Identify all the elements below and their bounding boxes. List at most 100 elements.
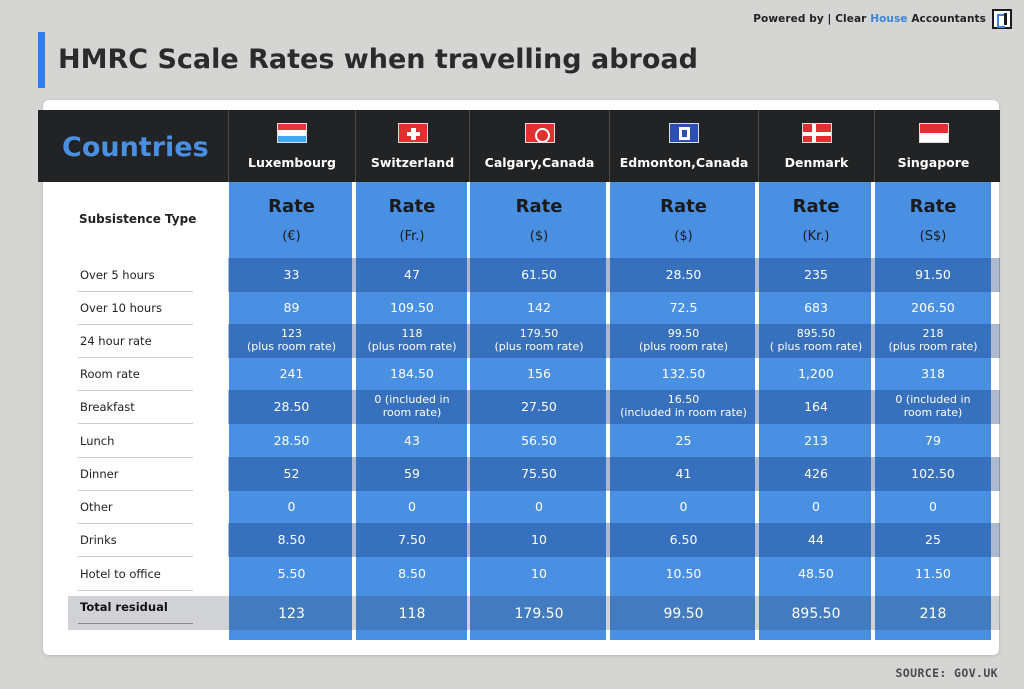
rate-currency-unit: ($) — [674, 229, 693, 244]
table-cell: 79 — [925, 432, 941, 448]
table-cell: 89 — [283, 299, 300, 315]
table-cell: 99.50 (plus room rate) — [638, 327, 729, 353]
column-background — [229, 182, 352, 640]
table-cell: 47 — [404, 266, 420, 282]
row-stripe — [228, 390, 1000, 424]
table-cell: 10 — [531, 565, 547, 581]
total-cell: 895.50 — [791, 605, 841, 622]
total-residual-label: Total residual — [78, 590, 193, 624]
row-label: Over 10 hours — [78, 291, 193, 325]
row-label: Dinner — [78, 457, 193, 491]
total-cell: 218 — [919, 605, 947, 622]
rate-currency-unit: ($) — [529, 229, 549, 244]
column-header-luxembourg: Luxembourg — [228, 110, 355, 182]
table-cell: 41 — [675, 465, 692, 481]
row-stripe — [228, 523, 1000, 557]
table-cell: 426 — [804, 465, 828, 481]
table-cell: 142 — [527, 299, 551, 315]
column-background — [759, 182, 871, 640]
table-cell: 7.50 — [398, 531, 426, 547]
source-credit: SOURCE: GOV.UK — [895, 666, 998, 680]
table-cell: 75.50 — [521, 465, 557, 481]
table-cell: 0 — [929, 498, 937, 514]
table-cell: 25 — [675, 432, 692, 448]
edmonton-flag-icon — [669, 123, 699, 143]
table-cell: 895.50 ( plus room rate) — [769, 327, 863, 353]
powered-suffix: Accountants — [911, 13, 986, 25]
row-stripe — [228, 457, 1000, 491]
total-row-band — [68, 596, 1000, 630]
table-cell: 241 — [279, 365, 304, 381]
table-cell: 11.50 — [915, 565, 951, 581]
clear-house-logo-icon — [992, 9, 1012, 29]
rate-heading: Rate — [909, 196, 957, 217]
row-label: 24 hour rate — [78, 324, 193, 358]
title-accent-bar — [38, 32, 45, 88]
table-header — [38, 110, 1000, 182]
denmark-flag-icon — [801, 123, 832, 143]
table-cell: 10.50 — [665, 565, 702, 581]
powered-house: House — [870, 13, 908, 25]
luxembourg-flag-icon — [277, 123, 307, 143]
table-cell: 59 — [404, 465, 420, 481]
table-cell: 6.50 — [669, 531, 698, 547]
column-header-calgary-canada: Calgary,Canada — [469, 110, 609, 182]
table-cell: 318 — [921, 365, 945, 381]
table-cell: 0 — [535, 498, 543, 514]
table-cell: 179.50 (plus room rate) — [494, 327, 584, 353]
rate-heading: Rate — [388, 196, 436, 217]
table-cell: 118 (plus room rate) — [367, 327, 457, 353]
table-cell: 56.50 — [521, 432, 557, 448]
calgary-flag-icon — [524, 123, 555, 143]
subsistence-type-label: Subsistence Type — [79, 212, 197, 226]
rate-currency-unit: (€) — [282, 229, 301, 244]
table-cell: 0 — [812, 498, 820, 514]
rate-heading: Rate — [268, 196, 315, 217]
row-label: Breakfast — [78, 390, 193, 424]
powered-prefix: Powered by | Clear — [753, 13, 867, 25]
column-country-name: Calgary,Canada — [484, 155, 595, 170]
singapore-flag-icon — [918, 123, 949, 143]
column-country-name: Switzerland — [370, 155, 455, 170]
row-label: Over 5 hours — [78, 258, 193, 292]
table-cell: 28.50 — [665, 266, 702, 282]
total-cell: 123 — [278, 605, 305, 622]
row-stripe — [228, 324, 1000, 358]
column-header-denmark: Denmark — [758, 110, 874, 182]
column-header-singapore: Singapore — [874, 110, 992, 182]
table-cell: 184.50 — [390, 365, 434, 381]
table-cell: 0 — [408, 498, 416, 514]
table-cell: 91.50 — [915, 266, 951, 282]
row-label: Other — [78, 490, 193, 524]
page-title: HMRC Scale Rates when travelling abroad — [58, 44, 698, 75]
table-cell: 132.50 — [661, 365, 706, 381]
column-background — [875, 182, 991, 640]
countries-label: Countries — [62, 132, 209, 163]
table-cell: 213 — [804, 432, 828, 448]
row-label: Drinks — [78, 523, 193, 557]
table-cell: 0 (included in room rate) — [374, 393, 450, 419]
table-cell: 156 — [527, 365, 551, 381]
row-label: Lunch — [78, 424, 193, 458]
table-cell: 48.50 — [798, 565, 834, 581]
table-cell: 61.50 — [521, 266, 557, 282]
table-cell: 27.50 — [521, 398, 557, 414]
switzerland-flag-icon — [397, 123, 428, 143]
table-cell: 218 (plus room rate) — [888, 327, 978, 353]
column-country-name: Luxembourg — [248, 155, 336, 170]
table-cell: 28.50 — [273, 398, 310, 414]
rate-currency-unit: (Kr.) — [802, 229, 830, 244]
column-background — [610, 182, 755, 640]
table-cell: 683 — [804, 299, 828, 315]
table-cell: 123 (plus room rate) — [246, 327, 337, 353]
table-cell: 8.50 — [277, 531, 306, 547]
table-cell: 235 — [804, 266, 828, 282]
rate-heading: Rate — [660, 196, 707, 217]
table-cell: 52 — [283, 465, 300, 481]
row-label: Hotel to office — [78, 557, 193, 591]
table-cell: 1,200 — [798, 365, 834, 381]
total-cell: 99.50 — [663, 605, 704, 622]
table-cell: 43 — [404, 432, 420, 448]
table-cell: 206.50 — [911, 299, 955, 315]
table-cell: 8.50 — [398, 565, 426, 581]
